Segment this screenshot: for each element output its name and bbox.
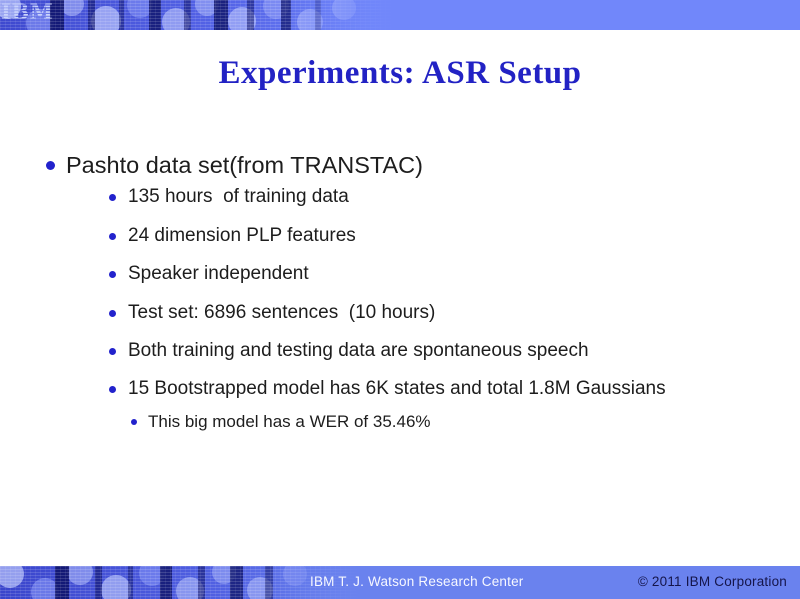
bullet-level2-text: 24 dimension PLP features <box>128 225 356 246</box>
bullet-level2: Test set: 6896 sentences (10 hours) <box>109 301 435 325</box>
header-pattern <box>0 0 392 30</box>
bullet-icon <box>109 270 116 278</box>
footer-pattern <box>0 566 360 599</box>
bullet-level2-text: Test set: 6896 sentences (10 hours) <box>128 302 436 323</box>
bullet-icon <box>109 193 116 201</box>
footer-band <box>0 566 800 599</box>
bullet-level2-text: 15 Bootstrapped model has 6K states and … <box>128 378 666 399</box>
bullet-icon <box>109 385 116 393</box>
header-band: IBM <box>0 0 800 30</box>
bullet-level2-text: 135 hours of training data <box>128 186 349 207</box>
bullet-level1: Pashto data set(from TRANSTAC) <box>46 151 423 179</box>
bullet-icon <box>109 232 116 240</box>
footer-copyright-text: © 2011 IBM Corporation <box>637 574 787 589</box>
bullet-level2: Speaker independent <box>109 262 309 286</box>
bullet-icon <box>46 160 55 170</box>
ibm-logo: IBM <box>1 0 53 24</box>
bullet-level2: 15 Bootstrapped model has 6K states and … <box>109 377 666 401</box>
bullet-icon <box>109 347 116 355</box>
bullet-level2: 135 hours of training data <box>109 185 349 209</box>
bullet-level3-text: This big model has a WER of 35.46% <box>148 412 431 431</box>
bullet-level2-text: Speaker independent <box>128 263 309 284</box>
ibm-logo-text: IBM <box>1 0 53 24</box>
bullet-icon <box>109 309 116 317</box>
bullet-level2-text: Both training and testing data are spont… <box>128 340 589 361</box>
bullet-level1-text: Pashto data set(from TRANSTAC) <box>66 151 423 178</box>
bullet-level2: Both training and testing data are spont… <box>109 339 589 363</box>
slide-title: Experiments: ASR Setup <box>218 55 582 91</box>
footer-org-text: IBM T. J. Watson Research Center <box>310 574 524 589</box>
bullet-icon <box>131 419 137 425</box>
bullet-level2: 24 dimension PLP features <box>109 224 356 248</box>
bullet-level3: This big model has a WER of 35.46% <box>131 411 431 433</box>
